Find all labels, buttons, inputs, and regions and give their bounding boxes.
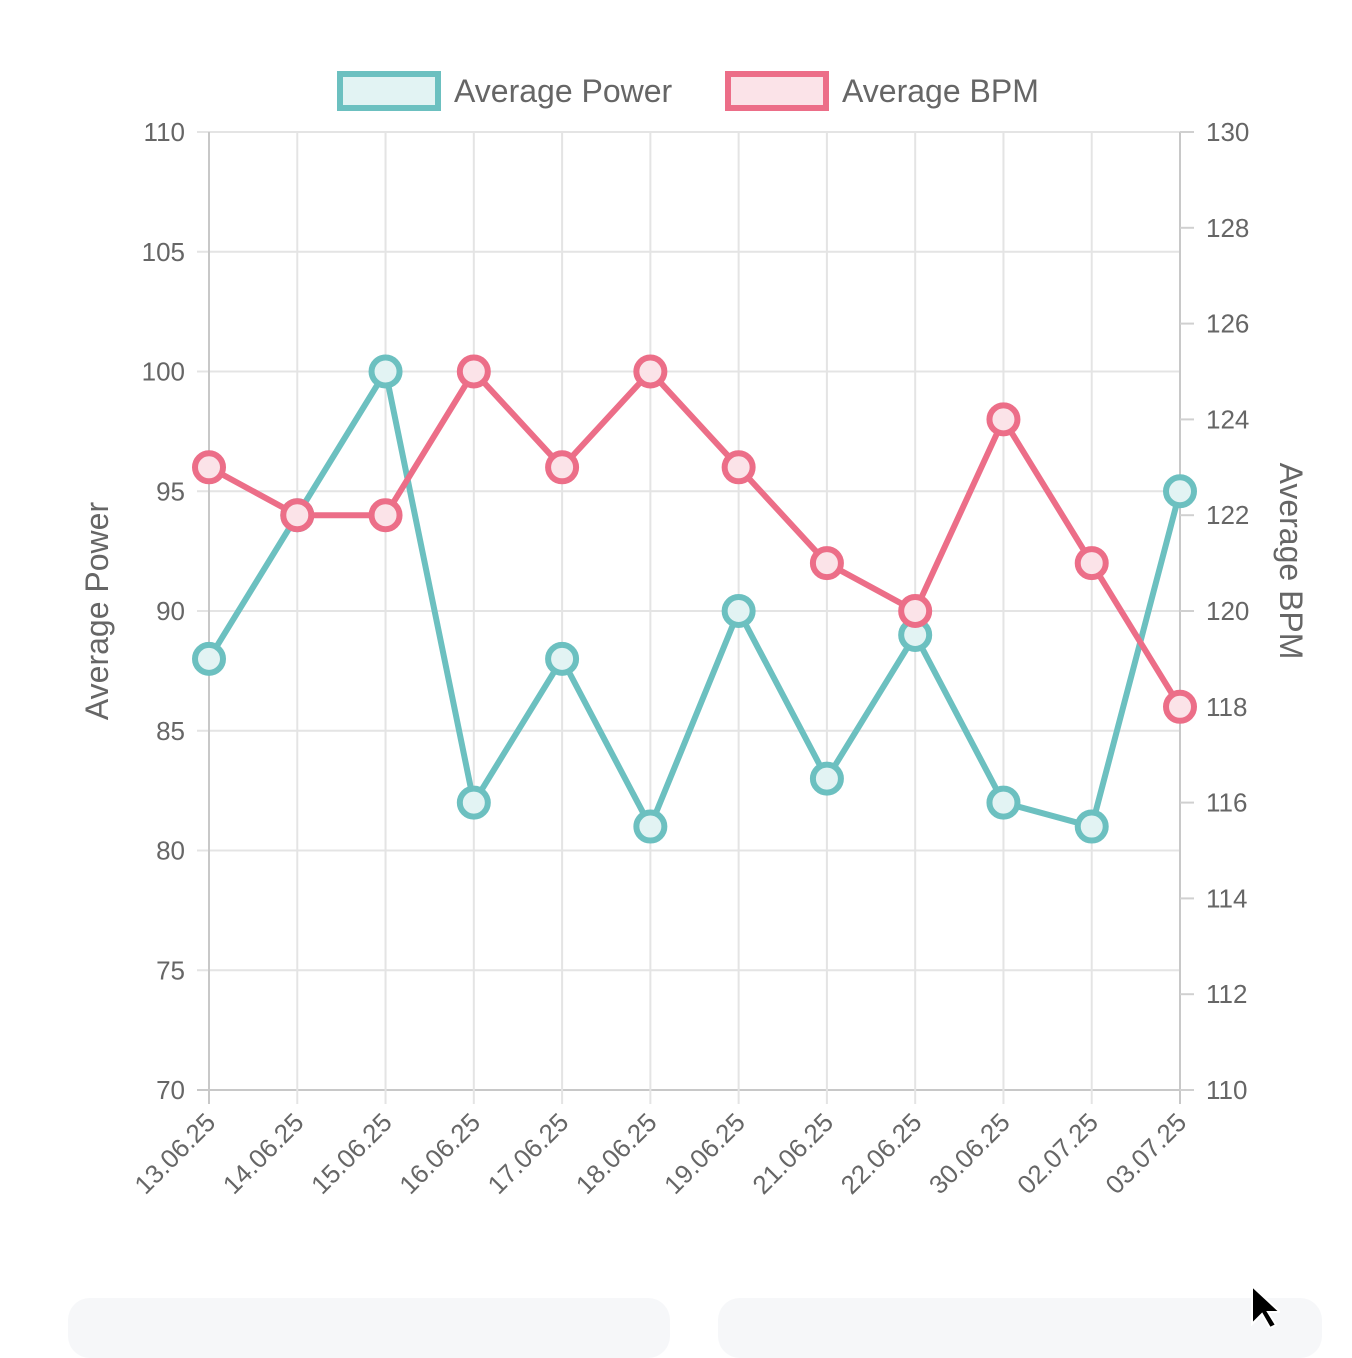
y-right-axis-title: Average BPM xyxy=(1273,463,1309,660)
x-tick-label: 17.06.25 xyxy=(482,1107,575,1200)
x-tick-label: 03.07.25 xyxy=(1099,1107,1192,1200)
legend-swatch-average-power xyxy=(337,71,441,111)
average-power-point xyxy=(1074,809,1109,844)
y-right-tick-label: 114 xyxy=(1206,883,1247,913)
average-power-point xyxy=(456,785,491,820)
average-power-point xyxy=(192,641,226,676)
average-bpm-point xyxy=(368,498,403,533)
average-bpm-point xyxy=(456,354,491,389)
average-bpm-point xyxy=(898,594,933,628)
grid xyxy=(197,131,1181,1104)
x-tick-label: 15.06.25 xyxy=(305,1107,398,1200)
average-power-line xyxy=(206,368,1183,830)
legend[interactable]: Average Power Average BPM xyxy=(337,71,1039,111)
y-left-tick-label: 105 xyxy=(142,237,185,267)
y-right-tick-label: 128 xyxy=(1206,213,1249,243)
average-bpm-point xyxy=(721,450,756,485)
y-right-tick-label: 110 xyxy=(1206,1075,1247,1105)
y-left-tick-label: 75 xyxy=(156,955,185,985)
y-right-tick-label: 122 xyxy=(1206,500,1249,530)
x-tick-label: 22.06.25 xyxy=(835,1107,928,1200)
y-right-tick-label: 118 xyxy=(1206,692,1247,722)
legend-label-average-bpm: Average BPM xyxy=(842,73,1039,109)
average-power-point xyxy=(986,785,1021,820)
y-left-tick-label: 90 xyxy=(156,596,185,626)
x-tick-label: 16.06.25 xyxy=(393,1107,486,1200)
average-bpm-point xyxy=(633,354,668,389)
average-bpm-point xyxy=(280,498,315,533)
x-tick-label: 13.06.25 xyxy=(128,1107,221,1200)
average-bpm-point xyxy=(809,546,844,581)
summary-card-left xyxy=(68,1298,670,1358)
average-power-point xyxy=(633,809,668,844)
y-left-tick-label: 80 xyxy=(156,836,185,866)
average-bpm-point xyxy=(986,402,1021,437)
average-bpm-point xyxy=(1163,689,1197,724)
average-power-point xyxy=(368,354,403,389)
y-right-tick-label: 120 xyxy=(1206,596,1249,626)
y-right-tick-label: 126 xyxy=(1206,309,1249,339)
x-tick-label: 18.06.25 xyxy=(570,1107,663,1200)
legend-label-average-power: Average Power xyxy=(454,73,673,109)
mouse-cursor-icon xyxy=(1251,1284,1280,1328)
average-bpm-point xyxy=(192,450,226,485)
y-left-tick-label: 70 xyxy=(156,1075,185,1105)
y-right-tick-label: 112 xyxy=(1206,979,1247,1009)
x-tick-label: 14.06.25 xyxy=(217,1107,310,1200)
x-tick-label: 02.07.25 xyxy=(1011,1107,1104,1200)
y-right-tick-label: 124 xyxy=(1206,404,1249,434)
y-right-tick-label: 130 xyxy=(1206,117,1249,147)
y-left-tick-label: 110 xyxy=(144,117,185,147)
y-left-tick-label: 100 xyxy=(142,357,185,387)
y-left-tick-label: 85 xyxy=(156,716,185,746)
average-power-point xyxy=(545,641,580,676)
x-tick-label: 21.06.25 xyxy=(746,1107,839,1200)
x-tick-label: 30.06.25 xyxy=(923,1107,1016,1200)
summary-card-right xyxy=(718,1298,1322,1358)
average-power-point xyxy=(721,594,756,628)
y-left-axis-title: Average Power xyxy=(79,502,115,721)
average-power-point xyxy=(1163,474,1197,509)
x-tick-label: 19.06.25 xyxy=(658,1107,751,1200)
average-bpm-point xyxy=(1074,546,1109,581)
y-right-tick-label: 116 xyxy=(1206,788,1247,818)
average-bpm-point xyxy=(545,450,580,485)
chart: 70 75 80 85 90 95 100 105 110 110 112 114 116 118 120 1… xyxy=(79,71,1309,1200)
average-power-point xyxy=(809,761,844,796)
y-left-tick-label: 95 xyxy=(156,476,185,506)
series xyxy=(192,354,1197,844)
legend-swatch-average-bpm xyxy=(725,71,829,111)
